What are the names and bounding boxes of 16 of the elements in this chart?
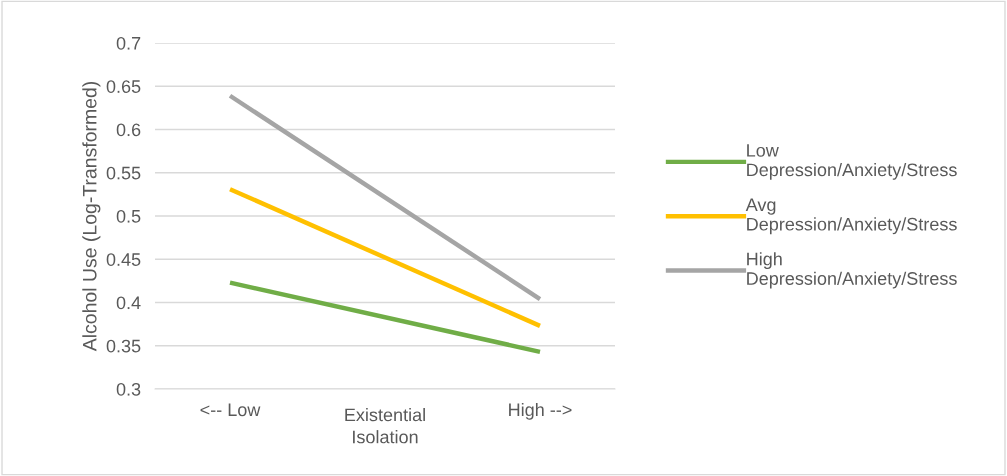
y-tick-label: 0.7 xyxy=(116,36,141,50)
legend-label: High Depression/Anxiety/Stress xyxy=(747,252,957,289)
legend-label: Low Depression/Anxiety/Stress xyxy=(747,144,957,180)
x-tick-label: <-- Low xyxy=(200,403,261,417)
y-tick-label: 0.35 xyxy=(106,339,141,353)
y-axis-title: Alcohol Use (Log-Transformed) xyxy=(82,81,101,352)
y-tick-label: 0.4 xyxy=(116,296,141,310)
y-tick-label: 0.45 xyxy=(106,253,141,266)
y-tick-label: 0.5 xyxy=(116,209,141,223)
y-tick-label: 0.3 xyxy=(116,382,141,396)
x-axis-title: Existential Isolation xyxy=(345,408,425,444)
legend-label: Avg Depression/Anxiety/Stress xyxy=(745,198,957,235)
y-tick-label: 0.55 xyxy=(106,166,141,180)
y-tick-label: 0.6 xyxy=(116,123,141,137)
y-tick-label: 0.65 xyxy=(106,80,141,93)
x-tick-label: High --> xyxy=(509,402,572,420)
